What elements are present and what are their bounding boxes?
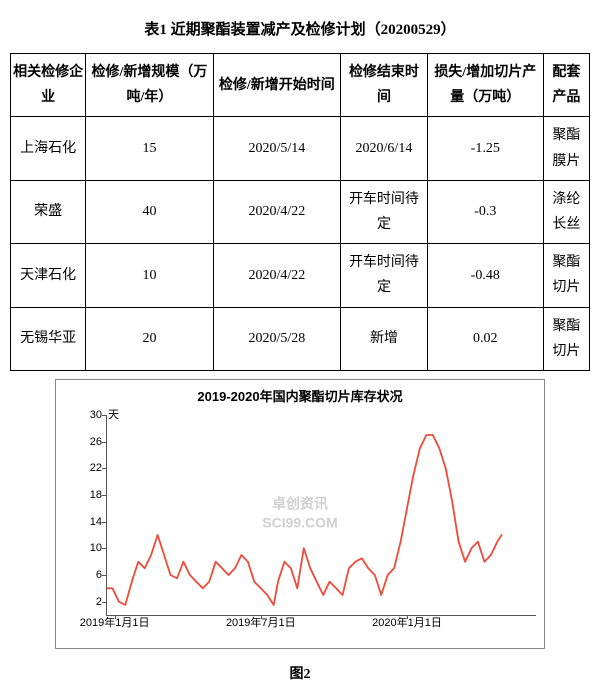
- figure-caption: 图2: [10, 663, 590, 683]
- col-header: 损失/增加切片产量（万吨）: [427, 54, 543, 117]
- col-header: 检修/新增规模（万吨/年）: [86, 54, 213, 117]
- cell: 2020/5/14: [213, 117, 340, 180]
- cell: 0.02: [427, 307, 543, 370]
- y-tick-label: 14: [84, 516, 102, 528]
- cell: 开车时间待定: [341, 180, 428, 243]
- chart-svg: [106, 415, 536, 615]
- table-title: 表1 近期聚酯装置减产及检修计划（20200529）: [10, 18, 590, 39]
- cell: 2020/4/22: [213, 180, 340, 243]
- chart-container: 2019-2020年国内聚酯切片库存状况 天 卓创资讯SCI99.COM 261…: [10, 379, 590, 649]
- col-header: 检修/新增开始时间: [213, 54, 340, 117]
- table-row: 天津石化102020/4/22开车时间待定-0.48聚酯切片: [11, 244, 590, 307]
- cell: 天津石化: [11, 244, 86, 307]
- cell: 聚酯切片: [543, 307, 589, 370]
- cell: 2020/6/14: [341, 117, 428, 180]
- cell: 40: [86, 180, 213, 243]
- y-tick-label: 30: [84, 409, 102, 421]
- cell: -1.25: [427, 117, 543, 180]
- cell: 2020/4/22: [213, 244, 340, 307]
- y-tick-label: 26: [84, 436, 102, 448]
- table-row: 上海石化152020/5/142020/6/14-1.25聚酯膜片: [11, 117, 590, 180]
- table-row: 无锡华亚202020/5/28新增0.02聚酯切片: [11, 307, 590, 370]
- cell: 10: [86, 244, 213, 307]
- col-header: 配套产品: [543, 54, 589, 117]
- y-tick-label: 2: [84, 596, 102, 608]
- table-header-row: 相关检修企业 检修/新增规模（万吨/年） 检修/新增开始时间 检修结束时间 损失…: [11, 54, 590, 117]
- cell: 开车时间待定: [341, 244, 428, 307]
- cell: -0.3: [427, 180, 543, 243]
- y-tick-label: 6: [84, 569, 102, 581]
- plot-area: [106, 415, 536, 615]
- inventory-chart: 2019-2020年国内聚酯切片库存状况 天 卓创资讯SCI99.COM 261…: [55, 379, 545, 649]
- cell: 上海石化: [11, 117, 86, 180]
- maintenance-table: 相关检修企业 检修/新增规模（万吨/年） 检修/新增开始时间 检修结束时间 损失…: [10, 53, 590, 371]
- col-header: 相关检修企业: [11, 54, 86, 117]
- y-tick-label: 10: [84, 542, 102, 554]
- cell: 新增: [341, 307, 428, 370]
- y-tick-label: 22: [84, 462, 102, 474]
- cell: 无锡华亚: [11, 307, 86, 370]
- cell: 涤纶长丝: [543, 180, 589, 243]
- cell: 2020/5/28: [213, 307, 340, 370]
- chart-title: 2019-2020年国内聚酯切片库存状况: [56, 386, 544, 405]
- table-row: 荣盛402020/4/22开车时间待定-0.3涤纶长丝: [11, 180, 590, 243]
- cell: 15: [86, 117, 213, 180]
- cell: 20: [86, 307, 213, 370]
- cell: -0.48: [427, 244, 543, 307]
- cell: 聚酯切片: [543, 244, 589, 307]
- cell: 聚酯膜片: [543, 117, 589, 180]
- y-tick-label: 18: [84, 489, 102, 501]
- col-header: 检修结束时间: [341, 54, 428, 117]
- cell: 荣盛: [11, 180, 86, 243]
